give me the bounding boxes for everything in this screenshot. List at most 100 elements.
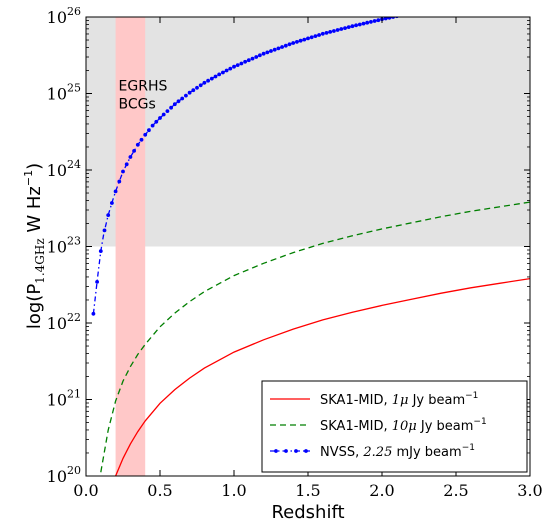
series-point-2-6: [113, 189, 118, 194]
series-point-2-14: [143, 132, 148, 137]
series-point-2-5: [110, 201, 114, 205]
series-point-2-34: [217, 72, 222, 77]
series-point-2-19: [161, 112, 166, 117]
series-line-1: [100, 201, 530, 473]
series-point-2-32: [209, 76, 214, 81]
series-point-2-59: [309, 35, 314, 40]
series-point-2-12: [135, 142, 140, 147]
series-point-2-82: [395, 17, 399, 19]
series-point-2-56: [298, 38, 303, 43]
legend-marker-2-2: [294, 449, 298, 453]
x-tick-label-0: 0.0: [73, 481, 98, 500]
x-tick-label-5: 2.5: [443, 481, 468, 500]
series-point-2-16: [150, 123, 155, 128]
x-tick-label-2: 1.0: [221, 481, 246, 500]
series-point-2-48: [269, 49, 273, 53]
series-point-2-47: [265, 50, 270, 55]
series-point-2-44: [254, 55, 259, 59]
series-point-2-60: [313, 34, 318, 38]
series-point-2-64: [328, 30, 333, 34]
series-point-2-62: [320, 31, 325, 36]
series-line-0: [115, 277, 530, 476]
series-point-2-43: [250, 56, 255, 61]
series-point-2-53: [287, 42, 292, 47]
series-point-2-29: [198, 83, 203, 88]
series-point-2-21: [169, 105, 174, 110]
y-tick-label-6: 1026: [47, 5, 81, 27]
series-point-2-24: [180, 96, 185, 101]
series-point-2-46: [261, 51, 266, 56]
series-point-2-35: [221, 70, 225, 75]
series-point-2-20: [165, 109, 170, 113]
series-point-2-38: [232, 64, 236, 69]
series-point-2-80: [387, 17, 392, 20]
series-point-2-71: [354, 23, 358, 28]
y-tick-label-2: 1022: [47, 311, 81, 333]
y-tick-label-1: 1021: [47, 388, 81, 410]
series-point-2-39: [235, 63, 240, 67]
series-point-2-66: [335, 28, 340, 32]
legend-marker-2-1: [284, 449, 288, 453]
y-tick-label-3: 1023: [47, 235, 81, 257]
series-point-2-74: [365, 20, 370, 25]
series-point-2-45: [258, 53, 262, 58]
series-point-2-69: [346, 25, 351, 29]
series-point-2-15: [147, 128, 151, 133]
series-point-2-41: [243, 59, 248, 64]
series-point-2-58: [306, 36, 310, 41]
y-tick-label-4: 1024: [47, 158, 81, 180]
series-point-2-37: [228, 66, 233, 71]
series-point-2-28: [195, 85, 199, 90]
y-tick-label-0: 1020: [47, 464, 81, 486]
series-point-2-25: [184, 93, 188, 98]
series-point-2-79: [383, 17, 388, 21]
x-tick-label-4: 2.0: [369, 481, 394, 500]
x-tick-label-1: 0.5: [147, 481, 172, 500]
series-point-2-51: [280, 45, 284, 49]
x-tick-label-3: 1.5: [295, 481, 320, 500]
legend: SKA1-MID, 1μ Jy beam−1 SKA1-MID, 10μ Jy b…: [261, 380, 528, 473]
series-point-2-54: [291, 41, 296, 45]
series-point-2-8: [121, 169, 125, 174]
series-point-2-55: [295, 40, 299, 44]
series-point-2-57: [302, 37, 307, 42]
legend-marker-2-3: [304, 449, 308, 453]
axis-ticks: 0.0 0.5 1.0 1.5 2.0 2.5 3.0 1020 1021 1022 1023 102…: [47, 5, 543, 500]
series-point-2-30: [202, 80, 207, 85]
series-point-2-17: [154, 119, 159, 124]
series-point-2-73: [361, 21, 366, 26]
series-point-2-61: [317, 33, 321, 37]
series-point-2-72: [357, 22, 362, 27]
series-point-2-68: [343, 26, 347, 30]
series-point-2-3: [102, 228, 107, 233]
series-layer: [91, 17, 530, 476]
series-point-2-23: [176, 99, 181, 104]
x-axis-title: Redshift: [271, 502, 344, 523]
series-point-2-65: [332, 29, 336, 33]
series-point-2-7: [117, 179, 122, 184]
shaded-regions: [86, 17, 530, 476]
series-point-2-1: [95, 280, 99, 284]
series-point-2-36: [224, 68, 229, 73]
annotation-line-egrhs: EGRHS: [119, 79, 168, 95]
legend-frame: [261, 380, 528, 473]
series-point-2-10: [128, 155, 133, 159]
series-point-2-50: [276, 46, 281, 51]
series-point-2-11: [132, 149, 137, 153]
shaded-region-0: [86, 17, 530, 247]
series-point-2-40: [239, 61, 244, 66]
series-point-2-31: [206, 78, 211, 83]
series-point-2-33: [213, 74, 218, 79]
series-point-2-13: [139, 137, 144, 142]
series-point-2-22: [172, 102, 177, 107]
series-point-2-77: [376, 18, 381, 23]
series-point-2-0: [91, 311, 96, 316]
series-point-2-18: [158, 116, 162, 120]
shaded-region-1: [115, 17, 146, 476]
series-point-2-9: [124, 162, 129, 167]
series-line-2: [92, 17, 397, 314]
series-point-2-4: [106, 213, 111, 218]
series-point-2-2: [98, 249, 103, 254]
legend-label-0: SKA1-MID, 1μ Jy beam−1: [320, 391, 478, 408]
